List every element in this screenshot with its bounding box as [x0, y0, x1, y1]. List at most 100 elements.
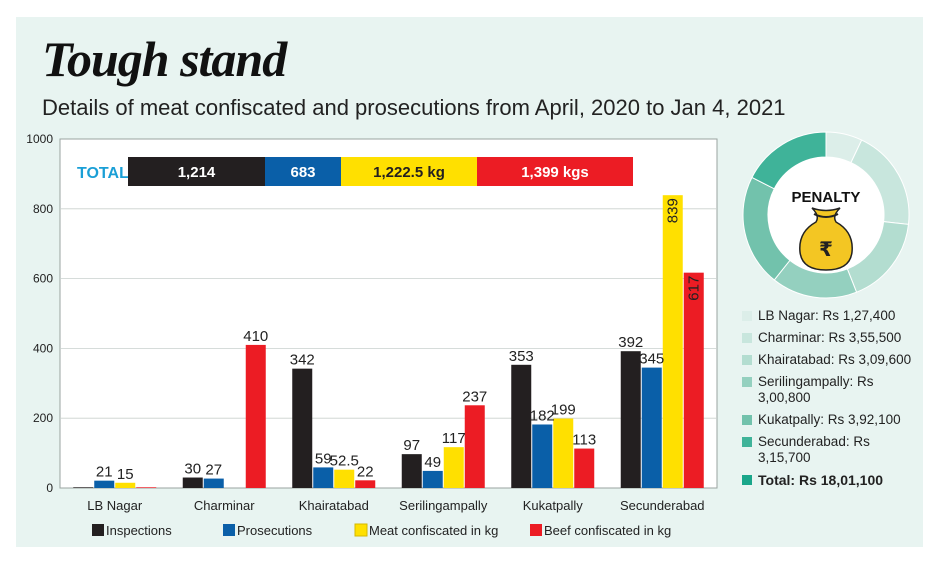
y-tick-label: 0 — [46, 481, 53, 495]
data-label: 392 — [618, 334, 643, 351]
swatch — [742, 355, 752, 365]
total-segment — [477, 157, 633, 186]
legend-label: Meat confiscated in kg — [369, 523, 498, 538]
x-tick-label: Secunderabad — [620, 498, 705, 513]
x-tick-label: Khairatabad — [299, 498, 369, 513]
data-label: 617 — [686, 276, 703, 301]
bar — [641, 367, 662, 488]
bar — [203, 478, 224, 488]
data-label: 182 — [530, 407, 555, 424]
page-subtitle: Details of meat confiscated and prosecut… — [42, 95, 786, 120]
bar — [464, 405, 485, 488]
legend-label: Inspections — [106, 523, 172, 538]
total-segment — [341, 157, 477, 186]
data-label: 15 — [117, 466, 134, 483]
bar — [313, 467, 334, 488]
data-label: 839 — [665, 198, 682, 223]
data-label: 113 — [572, 432, 596, 449]
swatch — [742, 415, 752, 425]
data-label: 237 — [462, 388, 487, 405]
bar — [355, 480, 376, 488]
gridlines — [60, 208, 717, 419]
legend-swatch — [223, 524, 235, 536]
chart-legend: Inspections Prosecutions Meat confiscated … — [92, 523, 671, 538]
data-label: 353 — [509, 348, 534, 365]
x-tick-label: Charminar — [194, 498, 255, 513]
penalty-item-label: LB Nagar: Rs 1,27,400 — [758, 308, 896, 323]
penalty-item-label: Charminar: Rs 3,55,500 — [758, 330, 902, 345]
penalty-item: Charminar: Rs 3,55,500 — [742, 330, 917, 346]
bar — [136, 487, 157, 488]
penalty-item-label: Kukatpally: Rs 3,92,100 — [758, 412, 901, 427]
bar — [292, 368, 313, 488]
penalty-total: Total: Rs 18,01,100 — [742, 472, 917, 488]
bar — [511, 364, 532, 488]
swatch — [742, 475, 752, 485]
bar — [73, 487, 94, 488]
penalty-item: Secunderabad: Rs 3,15,700 — [742, 434, 917, 466]
rupee-symbol: ₹ — [819, 237, 833, 261]
page-title: Tough stand — [42, 31, 287, 87]
swatch — [742, 437, 752, 447]
bar — [401, 454, 422, 488]
penalty-item: Serilingampally: Rs 3,00,800 — [742, 374, 917, 406]
data-label: 59 — [315, 450, 332, 467]
total-segment — [265, 157, 341, 186]
legend-swatch — [92, 524, 104, 536]
bar — [94, 480, 115, 488]
bar — [245, 344, 266, 488]
data-label: 410 — [243, 328, 268, 345]
swatch — [742, 333, 752, 343]
total-value: 1,399 kgs — [521, 164, 589, 181]
y-tick-label: 600 — [33, 272, 53, 286]
penalty-legend: LB Nagar: Rs 1,27,400 Charminar: Rs 3,55… — [742, 308, 917, 494]
data-label: 97 — [403, 437, 420, 454]
y-tick-label: 800 — [33, 202, 53, 216]
legend-swatch — [530, 524, 542, 536]
y-tick-label: 400 — [33, 341, 53, 355]
bar — [662, 195, 683, 488]
data-label: 49 — [424, 454, 441, 471]
penalty-item-label: Secunderabad: Rs 3,15,700 — [758, 434, 870, 465]
swatch — [742, 377, 752, 387]
data-label: 345 — [639, 351, 664, 368]
bar — [683, 272, 704, 488]
penalty-item-label: Khairatabad: Rs 3,09,600 — [758, 352, 912, 367]
swatch — [742, 311, 752, 321]
data-label: 52.5 — [330, 453, 359, 470]
legend-label: Prosecutions — [237, 523, 313, 538]
penalty-total-label: Total: Rs 18,01,100 — [758, 472, 884, 488]
data-label: 342 — [290, 352, 315, 369]
legend-swatch — [354, 523, 368, 537]
bar — [422, 470, 443, 488]
total-value: 1,222.5 kg — [373, 164, 445, 181]
data-label: 22 — [357, 463, 374, 480]
donut-slice — [751, 131, 827, 190]
money-bag-icon: ₹ — [799, 207, 853, 271]
data-label: 30 — [184, 461, 201, 478]
bar — [620, 351, 641, 488]
total-value: 683 — [290, 164, 315, 181]
penalty-item: LB Nagar: Rs 1,27,400 — [742, 308, 917, 324]
data-label: 21 — [96, 464, 113, 481]
data-label: 199 — [551, 402, 576, 419]
bar — [443, 447, 464, 488]
penalty-label: PENALTY — [792, 189, 861, 206]
totals-bar: TOTAL 1,214 683 1,222.5 kg 1,399 kgs — [77, 157, 633, 186]
bar — [553, 418, 574, 488]
total-value: 1,214 — [178, 164, 216, 181]
data-label: 27 — [205, 462, 222, 479]
y-axis: 0 200 400 600 800 1000 — [26, 132, 53, 495]
penalty-item: Khairatabad: Rs 3,09,600 — [742, 352, 917, 368]
plot-area — [59, 138, 718, 489]
x-tick-label: LB Nagar — [87, 498, 143, 513]
total-segment — [128, 157, 265, 186]
penalty-item: Kukatpally: Rs 3,92,100 — [742, 412, 917, 428]
penalty-item-label: Serilingampally: Rs 3,00,800 — [758, 374, 874, 405]
bar — [115, 482, 136, 488]
y-tick-label: 1000 — [26, 132, 53, 146]
bar — [334, 469, 355, 488]
